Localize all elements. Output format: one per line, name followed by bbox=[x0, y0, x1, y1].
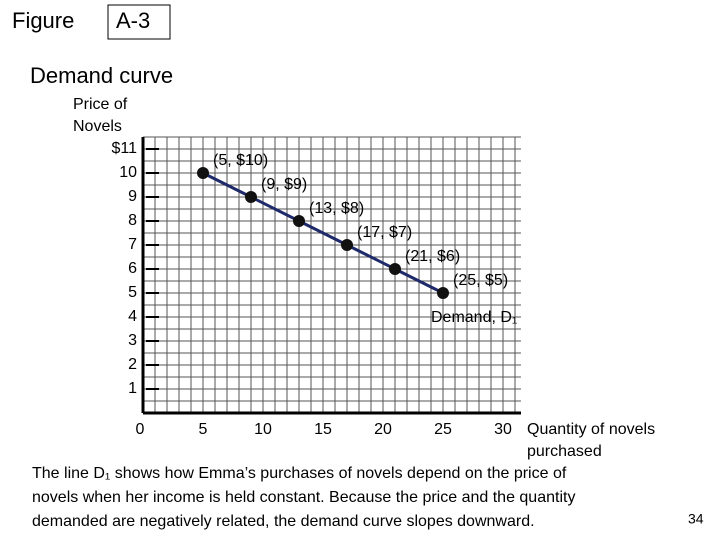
x-tick-label: 15 bbox=[314, 421, 332, 438]
point bbox=[437, 287, 449, 299]
y-tick-label: 4 bbox=[128, 308, 137, 325]
point-label: (21, $6) bbox=[405, 248, 460, 265]
x-tick-label: 10 bbox=[254, 421, 272, 438]
figure-number: A-3 bbox=[116, 8, 150, 33]
x-tick-label: 30 bbox=[494, 421, 512, 438]
y-tick-label: 1 bbox=[128, 380, 137, 397]
point-label: (17, $7) bbox=[357, 224, 412, 241]
chart-title: Demand curve bbox=[30, 63, 173, 88]
page-number: 34 bbox=[688, 511, 704, 527]
caption: novels when her income is held constant.… bbox=[32, 489, 575, 506]
series-label: Demand, D₁ bbox=[431, 309, 517, 326]
x-tick-label: 0 bbox=[136, 421, 145, 438]
figure-label: Figure bbox=[12, 8, 74, 33]
y-tick-label: 10 bbox=[119, 164, 137, 181]
y-axis-label: Price of bbox=[73, 96, 128, 113]
point-label: (9, $9) bbox=[261, 176, 307, 193]
x-tick-label: 20 bbox=[374, 421, 392, 438]
demand-line bbox=[202, 171, 444, 295]
point-label: (25, $5) bbox=[453, 272, 508, 289]
x-tick-label: 5 bbox=[199, 421, 208, 438]
figure-box bbox=[107, 4, 171, 40]
point bbox=[389, 263, 401, 275]
y-tick-label: 5 bbox=[128, 284, 137, 301]
point bbox=[341, 239, 353, 251]
y-tick-label: 3 bbox=[128, 332, 137, 349]
y-tick-label: 7 bbox=[128, 236, 137, 253]
y-tick-label: $11 bbox=[111, 140, 137, 157]
y-axis-label: Novels bbox=[73, 118, 122, 135]
point-label: (5, $10) bbox=[213, 152, 268, 169]
x-axis-label: purchased bbox=[527, 443, 602, 460]
y-tick-label: 8 bbox=[128, 212, 137, 229]
point bbox=[245, 191, 257, 203]
x-tick-label: 25 bbox=[434, 421, 452, 438]
y-tick-label: 6 bbox=[128, 260, 137, 277]
point-label: (13, $8) bbox=[309, 200, 364, 217]
caption: demanded are negatively related, the dem… bbox=[32, 513, 535, 530]
y-tick-label: 9 bbox=[128, 188, 137, 205]
header-band bbox=[0, 0, 720, 40]
y-tick-label: 2 bbox=[128, 356, 137, 373]
x-axis-label: Quantity of novels bbox=[527, 421, 655, 438]
caption: The line D₁ shows how Emma’s purchases o… bbox=[32, 465, 567, 482]
point bbox=[293, 215, 305, 227]
point bbox=[197, 167, 209, 179]
